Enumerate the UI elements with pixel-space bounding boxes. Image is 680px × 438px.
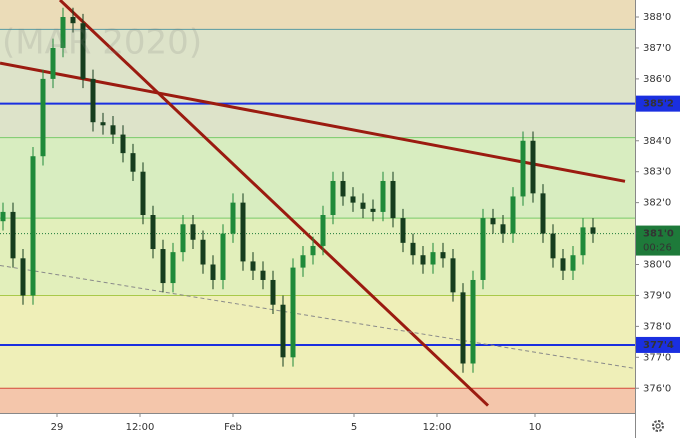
candle-body — [240, 202, 246, 262]
candle-body — [270, 279, 276, 305]
candle-body — [530, 140, 536, 194]
candle-body — [470, 279, 476, 364]
candle-body — [0, 211, 6, 222]
background-band — [0, 388, 635, 413]
last-price-box — [636, 225, 680, 256]
candle-body — [360, 202, 366, 209]
y-tick-label: 388'0 — [643, 12, 671, 23]
candle-body — [260, 270, 266, 280]
candle-body — [580, 227, 586, 256]
candle-body — [140, 171, 146, 216]
candle-body — [430, 252, 436, 265]
candle-body — [570, 255, 576, 271]
candle-body — [490, 218, 496, 225]
candle-body — [290, 267, 296, 358]
background-band — [0, 137, 635, 219]
y-tick-label: 384'0 — [643, 136, 671, 147]
candle-body — [460, 292, 466, 364]
candle-body — [420, 255, 426, 265]
y-tick-label: 379'0 — [643, 290, 671, 301]
y-tick-label: 378'0 — [643, 321, 671, 332]
candle-body — [320, 215, 326, 246]
candle-body — [450, 258, 456, 293]
candle-body — [20, 258, 26, 296]
x-tick-label: 12:00 — [423, 422, 452, 433]
candle-body — [400, 218, 406, 243]
candle-body — [440, 252, 446, 259]
candle-body — [510, 196, 516, 234]
candle-body — [120, 134, 126, 154]
candle-body — [340, 180, 346, 197]
candle-body — [410, 242, 416, 256]
candle-body — [370, 208, 376, 212]
level-label: 377'4 — [643, 340, 674, 351]
level-label-box — [636, 95, 680, 112]
candle-body — [40, 78, 46, 157]
candle-body — [200, 239, 206, 265]
candle-body — [230, 202, 236, 234]
candle-body — [180, 224, 186, 253]
candle-body — [590, 227, 596, 234]
candle-body — [350, 196, 356, 203]
candle-body — [50, 47, 56, 79]
candle-body — [160, 249, 166, 284]
candle-body — [560, 258, 566, 271]
candle-body — [300, 255, 306, 268]
level-label-box — [636, 336, 680, 353]
background-band — [0, 295, 635, 389]
candle-body — [10, 211, 16, 259]
last-price-label: 381'0 — [643, 229, 674, 240]
y-tick-label: 377'0 — [643, 352, 671, 363]
y-tick-label: 380'0 — [643, 260, 671, 271]
countdown-label: 00:26 — [643, 243, 672, 254]
level-label: 385'2 — [643, 99, 674, 110]
plot-area — [0, 0, 636, 413]
candle-body — [110, 125, 116, 135]
candle-body — [80, 23, 86, 79]
x-tick-label: 10 — [529, 422, 542, 433]
candle-body — [210, 264, 216, 280]
candle-body — [280, 304, 286, 358]
candle-body — [220, 233, 226, 280]
y-tick-label: 376'0 — [643, 383, 671, 394]
candle-body — [100, 122, 106, 126]
candle-body — [540, 193, 546, 234]
y-tick-label: 387'0 — [643, 43, 671, 54]
candle-body — [550, 233, 556, 259]
candle-body — [520, 140, 526, 197]
y-tick-label: 383'0 — [643, 167, 671, 178]
candle-body — [310, 245, 316, 256]
trend-line — [58, 0, 490, 407]
trend-line — [0, 264, 636, 369]
candle-body — [150, 215, 156, 250]
candle-body — [380, 180, 386, 212]
candle-body — [60, 17, 66, 48]
background-band — [0, 0, 635, 30]
candle-body — [130, 153, 136, 172]
candle-body — [190, 224, 196, 240]
candle-body — [330, 180, 336, 216]
candle-body — [30, 156, 36, 296]
candle-body — [390, 180, 396, 219]
watermark: (MAR 2020) — [2, 23, 202, 63]
candle-body — [250, 261, 256, 271]
y-tick-label: 386'0 — [643, 74, 671, 85]
candle-body — [480, 218, 486, 280]
x-tick-label: 29 — [51, 422, 64, 433]
candle-body — [70, 17, 76, 24]
x-tick-label: Feb — [224, 422, 242, 433]
candle-body — [500, 224, 506, 234]
x-tick-label: 5 — [351, 422, 357, 433]
x-tick-label: 12:00 — [126, 422, 155, 433]
settings-icon[interactable] — [652, 420, 664, 432]
background-band — [0, 218, 635, 296]
y-tick-label: 382'0 — [643, 198, 671, 209]
candle-body — [90, 78, 96, 123]
candle-body — [170, 252, 176, 284]
